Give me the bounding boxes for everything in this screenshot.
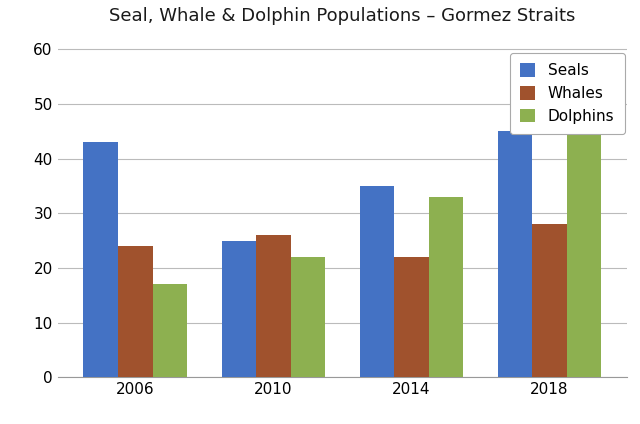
Bar — [360, 186, 394, 377]
Bar — [152, 285, 187, 377]
Bar — [567, 93, 602, 377]
Bar — [429, 197, 463, 377]
Bar — [118, 246, 152, 377]
Bar — [83, 142, 118, 377]
Bar — [221, 240, 256, 377]
Legend: Seals, Whales, Dolphins: Seals, Whales, Dolphins — [509, 53, 625, 134]
Bar — [498, 131, 532, 377]
Bar — [532, 224, 567, 377]
Bar — [394, 257, 429, 377]
Bar — [256, 235, 291, 377]
Bar — [291, 257, 325, 377]
Title: Seal, Whale & Dolphin Populations – Gormez Straits: Seal, Whale & Dolphin Populations – Gorm… — [109, 8, 575, 25]
